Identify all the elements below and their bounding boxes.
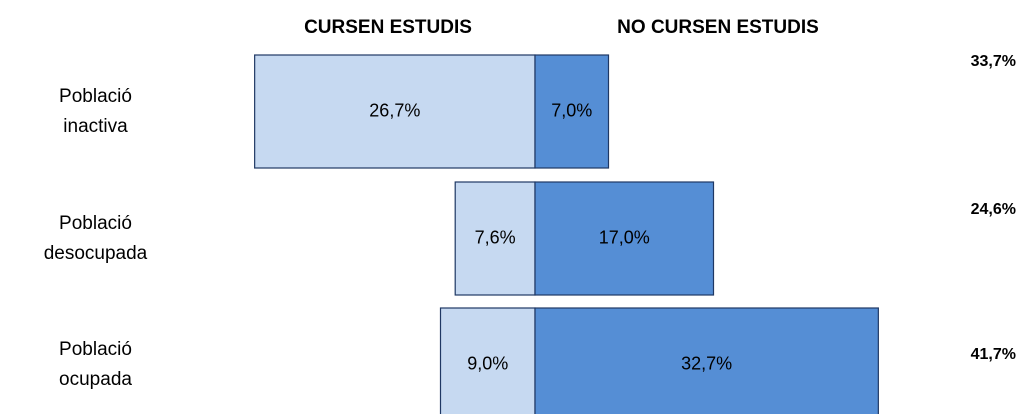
bar xyxy=(439,307,536,414)
bar xyxy=(534,181,715,296)
value-label: 7,6% xyxy=(475,227,516,247)
bar xyxy=(534,307,879,414)
category-label: Població ocupada xyxy=(59,338,132,390)
legend-header: NO CURSEN ESTUDIS xyxy=(617,17,819,38)
total-label: 33,7% xyxy=(971,53,1016,70)
total-label: 41,7% xyxy=(971,346,1016,363)
category-label: Població desocupada xyxy=(43,212,148,264)
value-label: 7,0% xyxy=(551,100,592,120)
total-label: 24,6% xyxy=(971,201,1016,218)
bar xyxy=(534,54,610,169)
value-label: 17,0% xyxy=(599,227,650,247)
bar xyxy=(454,181,536,296)
value-label: 9,0% xyxy=(467,353,508,373)
category-label: Població inactiva xyxy=(59,85,132,137)
value-label: 32,7% xyxy=(681,353,732,373)
legend-header: CURSEN ESTUDIS xyxy=(304,17,472,38)
value-label: 26,7% xyxy=(369,100,420,120)
bar xyxy=(254,54,536,169)
